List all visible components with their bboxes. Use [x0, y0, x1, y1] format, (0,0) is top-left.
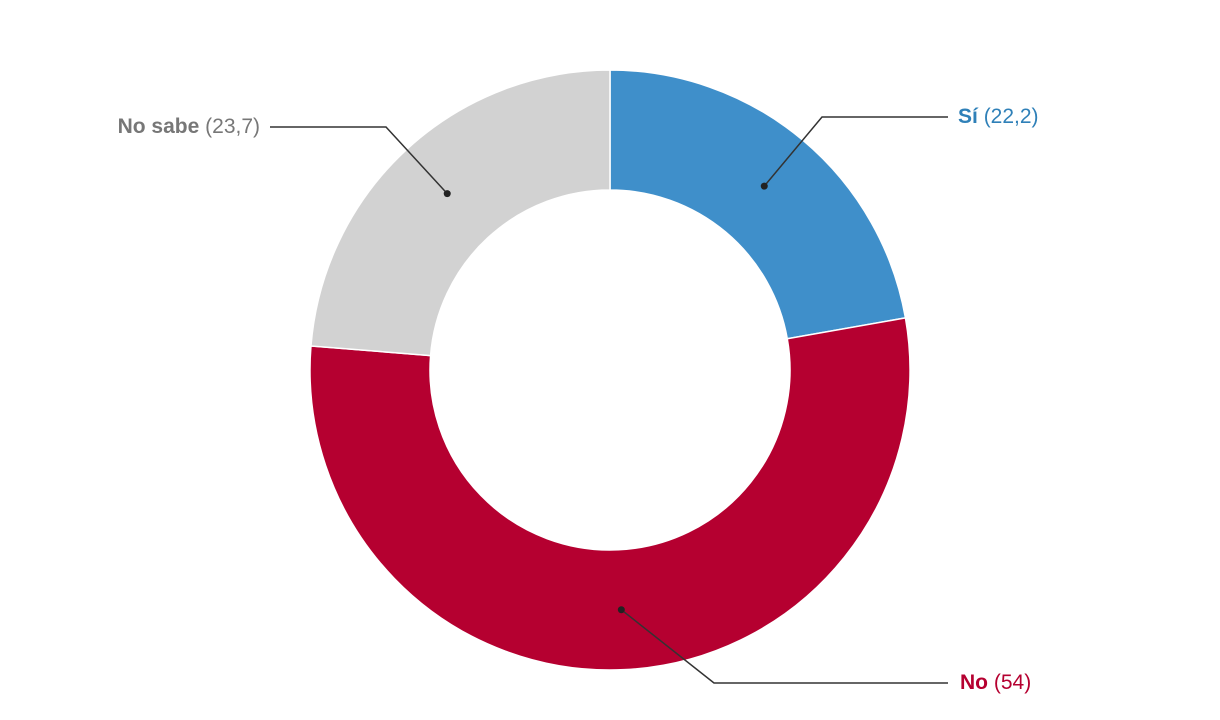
slice-label: Sí (22,2): [958, 105, 1039, 128]
leader-line: [763, 116, 948, 187]
leader-dot: [617, 606, 625, 614]
slice: [609, 69, 907, 340]
label-value: (54): [994, 671, 1031, 694]
leader-line: [270, 126, 448, 195]
leader-line: [620, 609, 948, 684]
slice-label: No (54): [960, 671, 1031, 694]
label-name: No sabe: [118, 115, 200, 138]
label-name: Sí: [958, 105, 979, 128]
leader-dot: [443, 190, 451, 198]
label-value: (23,7): [205, 115, 260, 138]
slice-label: No sabe (23,7): [118, 115, 260, 138]
label-name: No: [960, 671, 988, 694]
label-value: (22,2): [984, 105, 1039, 128]
slice: [310, 69, 611, 357]
leader-dot: [760, 182, 768, 190]
slice: [309, 317, 911, 671]
